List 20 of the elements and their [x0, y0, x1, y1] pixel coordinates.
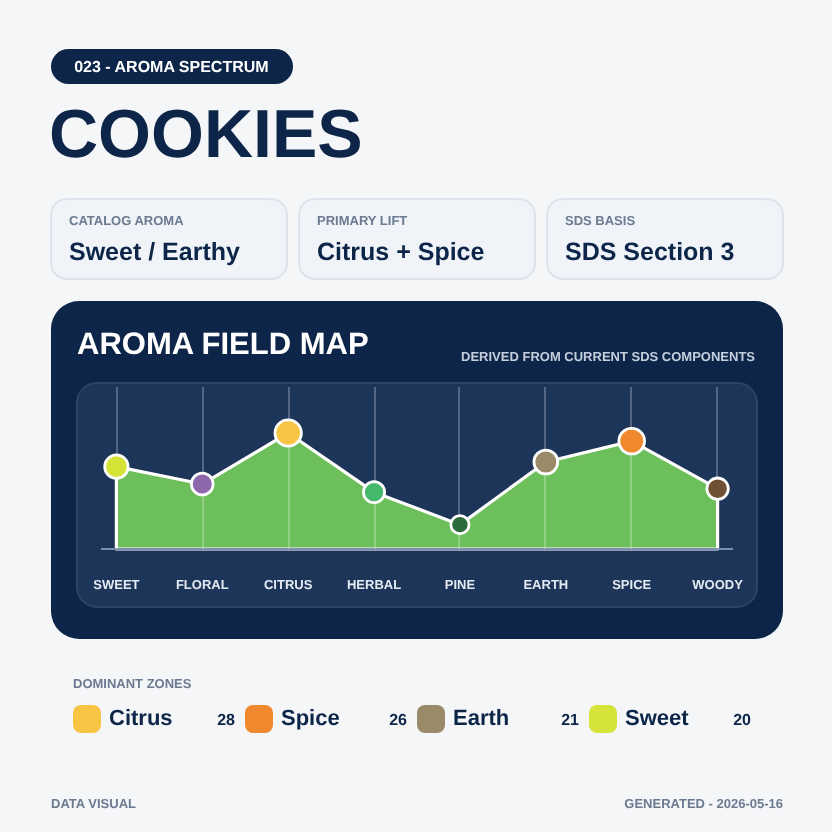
point	[617, 426, 646, 456]
data-label: 26	[389, 711, 409, 729]
category-label: Sweet	[625, 707, 690, 731]
text: Citrus + Spice	[317, 238, 485, 266]
text: Sweet / Earthy	[69, 238, 240, 266]
chart-title: AROMA FIELD MAP	[77, 328, 369, 362]
data-label: 28	[217, 711, 237, 729]
text: COOKIES	[49, 97, 363, 173]
text: SDS Section 3	[565, 238, 735, 266]
category-label: Spice	[281, 707, 340, 731]
point	[532, 448, 560, 476]
point	[189, 471, 215, 497]
point	[103, 453, 130, 480]
point	[362, 480, 387, 505]
text: 023 - AROMA SPECTRUM	[74, 58, 270, 76]
category-label: Earth	[453, 707, 510, 731]
data-label: 20	[733, 711, 753, 729]
point	[705, 476, 730, 501]
category-label: Citrus	[109, 707, 173, 731]
data-label: 21	[561, 711, 581, 729]
